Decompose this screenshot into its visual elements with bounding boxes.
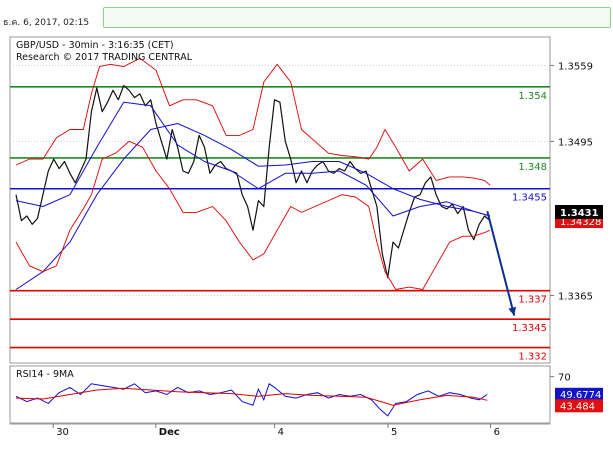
price-series-0: [15, 85, 491, 279]
current-price-badge: [555, 205, 603, 219]
level-label-3: 1.337: [518, 295, 547, 306]
price-series-2: [15, 101, 491, 217]
header-bar: ธ.ค. 6, 2017, 02:15: [0, 0, 613, 36]
price-badge-text-1: 1.34328: [560, 217, 601, 228]
level-label-4: 1.3345: [512, 323, 547, 334]
x-tick-label-1: Dec: [159, 427, 180, 438]
rsi-title: RSI14 - 9MA: [16, 369, 74, 380]
y-tick-label-0: 1.3559: [558, 61, 593, 72]
forecast-arrow: [486, 211, 517, 316]
price-series-1: [15, 123, 491, 290]
rsi-badge-0: [555, 387, 603, 401]
level-label-5: 1.332: [518, 352, 547, 363]
support-resistance-levels: 1.354 1.348 1.3455 1.337 1.3345 1.332: [10, 85, 550, 363]
x-tick-label-4: 6: [494, 427, 500, 438]
price-series-3: [15, 57, 491, 186]
rsi-badge-1: [555, 399, 603, 413]
rsi-tick-label-0: 70: [558, 373, 571, 384]
main-plot-area: [9, 36, 551, 364]
level-label-0: 1.354: [518, 91, 547, 102]
datetime-label: ธ.ค. 6, 2017, 02:15: [3, 18, 90, 28]
header-highlight-strip: [103, 7, 611, 28]
rsi-badge-text-0: 49.6774: [560, 390, 601, 401]
chart-subtitle: Research © 2017 TRADING CENTRAL: [16, 52, 193, 63]
y-tick-label-1: 1.3495: [558, 137, 593, 148]
price-series-layer: [15, 57, 491, 290]
rsi-series-0: [15, 383, 488, 417]
forecast-arrow-shaft: [486, 211, 516, 316]
x-tick-label-3: 5: [391, 427, 397, 438]
rsi-series-layer: [15, 383, 488, 417]
rsi-series-1: [15, 387, 488, 406]
price-series-4: [15, 140, 491, 290]
forecast-arrow-head: [508, 306, 517, 316]
x-tick-label-0: 30: [56, 427, 69, 438]
x-tick-label-2: 4: [278, 427, 284, 438]
chart-title: GBP/USD - 30min - 3:16:35 (CET): [16, 40, 174, 51]
level-label-1: 1.348: [518, 162, 547, 173]
y-tick-label-2: 1.3365: [558, 291, 593, 302]
rsi-badge-text-1: 43.484: [560, 401, 595, 412]
current-price-text: 1.3431: [560, 208, 599, 219]
level-label-2: 1.3455: [512, 193, 547, 204]
